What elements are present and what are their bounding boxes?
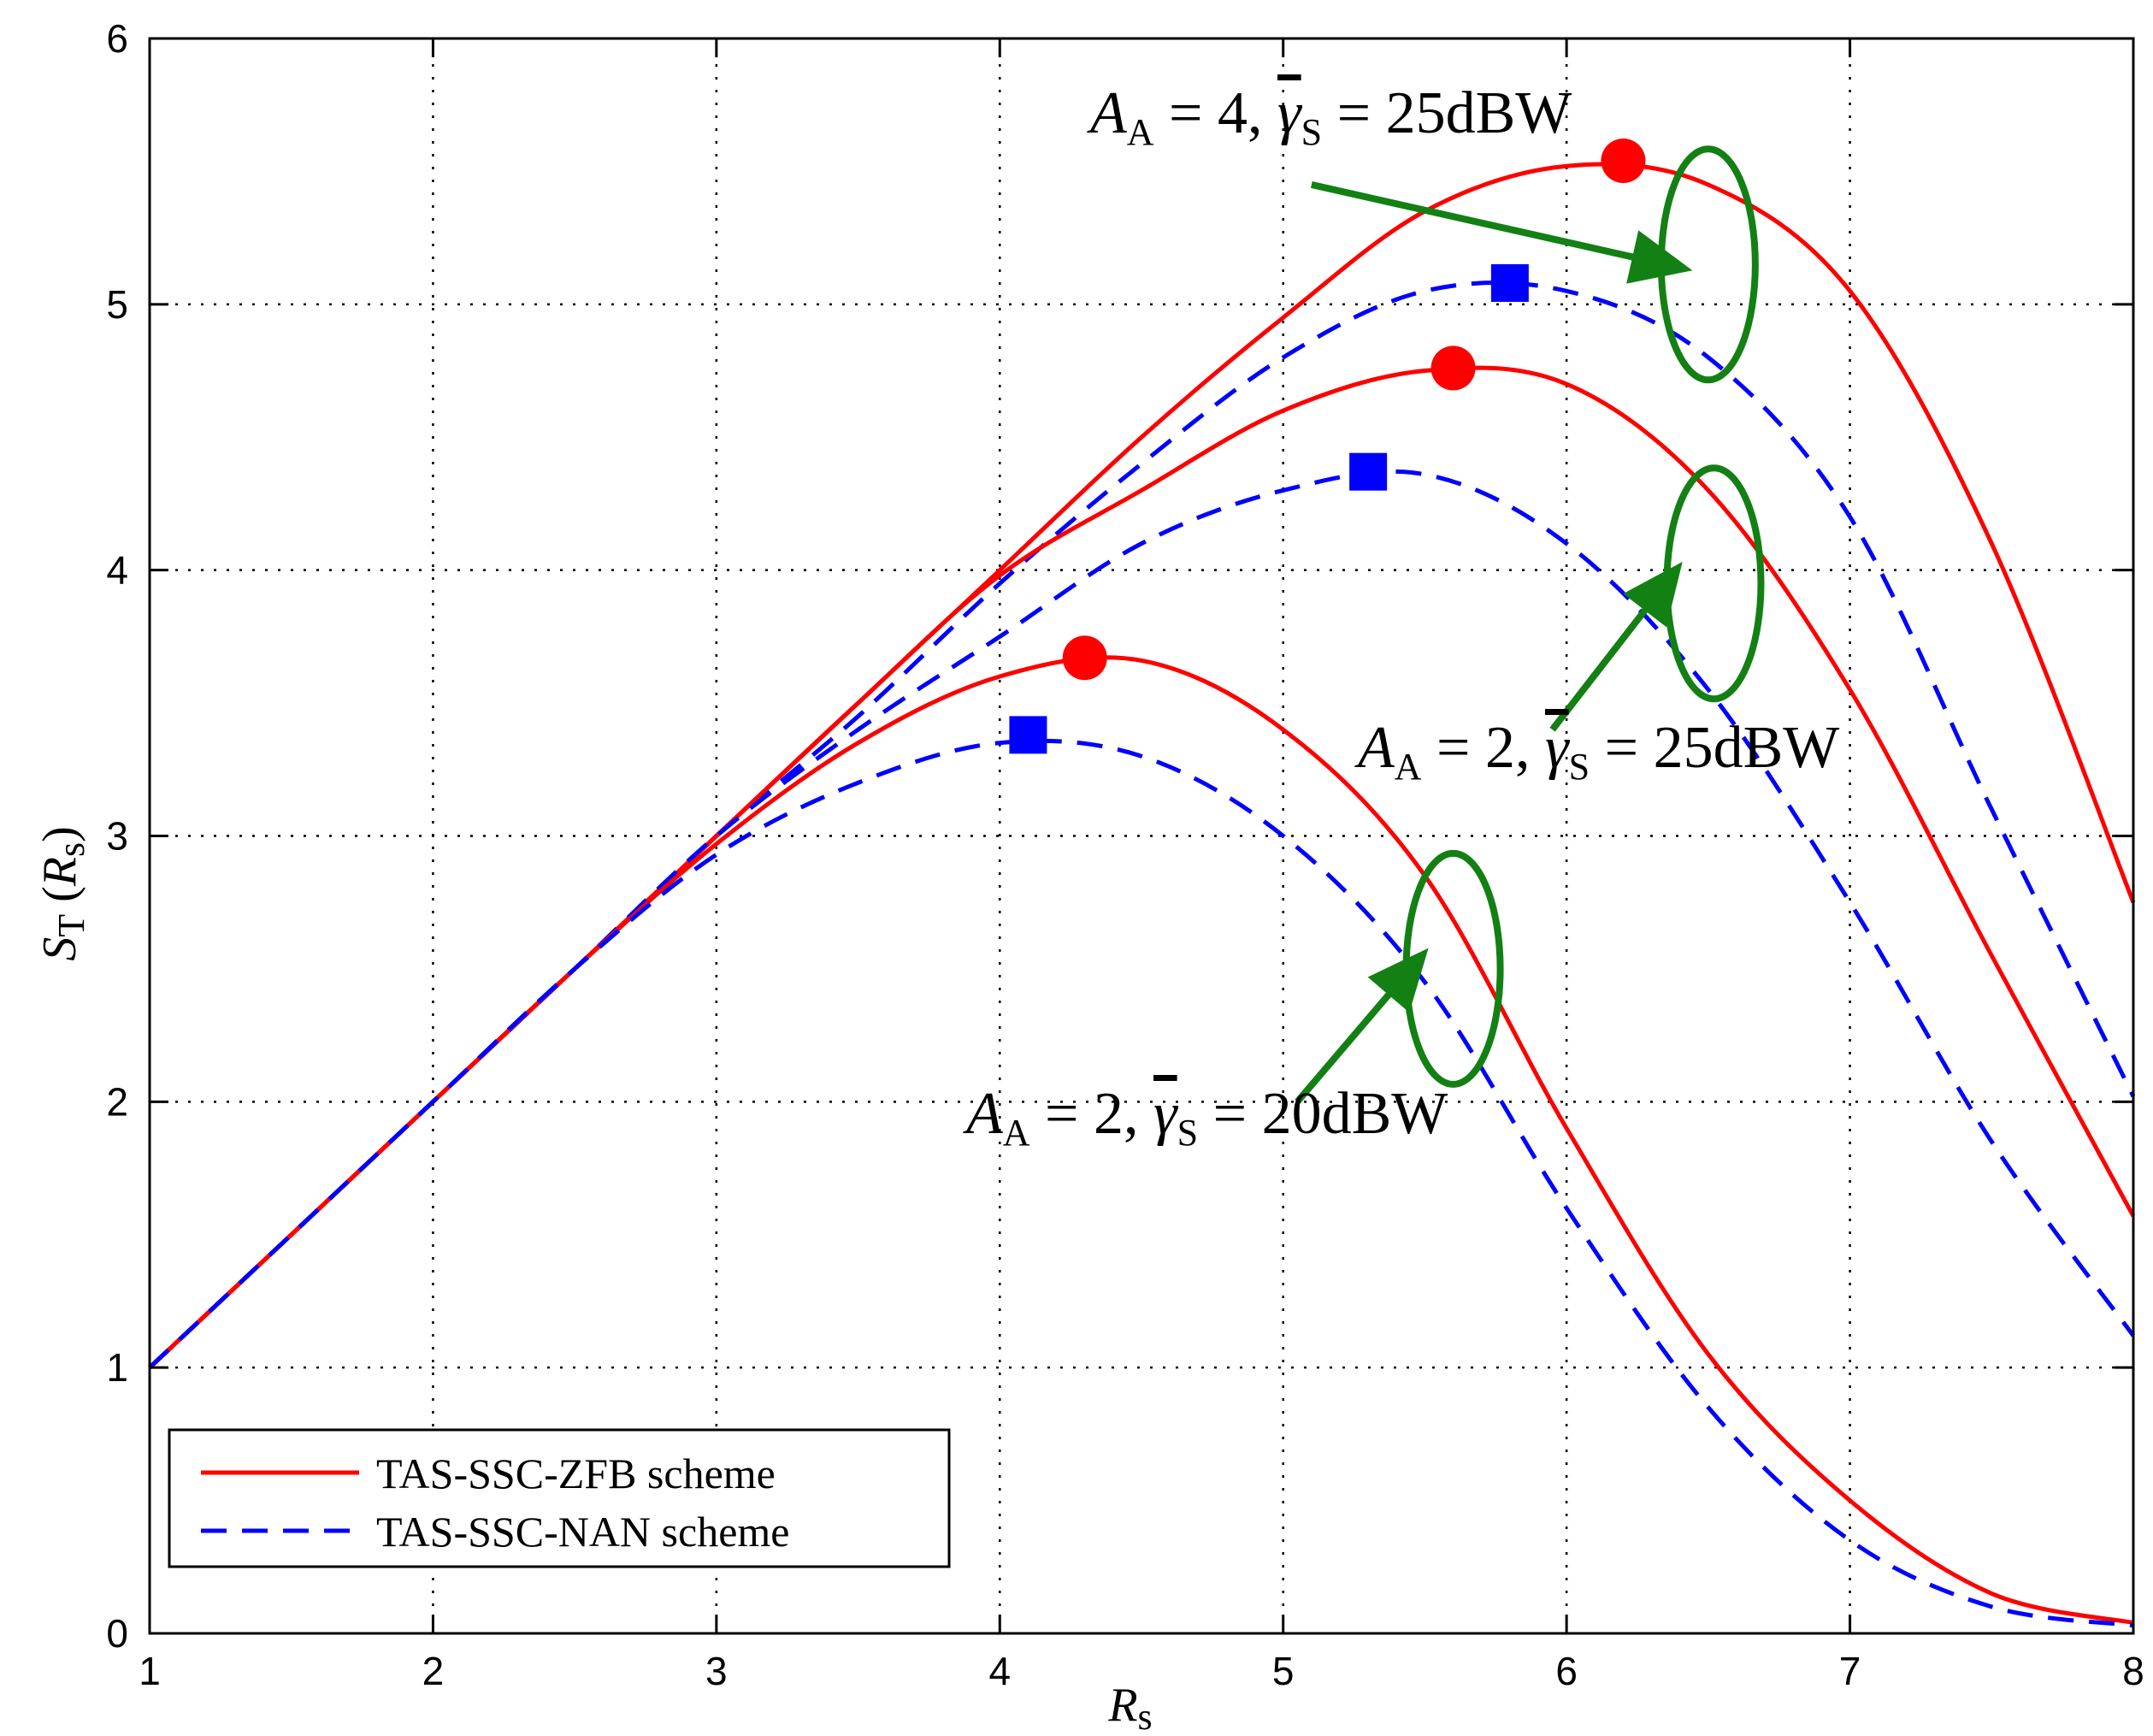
series-group [148, 162, 2136, 1628]
x-axis-title-sub: s [1138, 1696, 1153, 1736]
peak-marker-circle-0 [1601, 138, 1646, 183]
g3-a-sub: A [1003, 1112, 1030, 1154]
peak-marker-square-5 [1009, 716, 1047, 754]
g2-a-sub: A [1395, 746, 1422, 788]
g1-a-sub: A [1127, 111, 1154, 153]
y-tick-label-2: 2 [106, 1079, 128, 1124]
plot-background [150, 38, 2133, 1633]
peak-markers [1009, 138, 1646, 754]
x-axis-title-main: R [1107, 1679, 1137, 1732]
x-tick-label-4: 4 [988, 1649, 1011, 1693]
y-axis-title: ST (Rs) [33, 826, 92, 961]
g3-gamma-sub: S [1177, 1112, 1198, 1154]
legend: TAS-SSC-ZFB scheme TAS-SSC-NAN scheme [168, 1428, 951, 1568]
x-tick-label-8: 8 [2122, 1649, 2144, 1693]
peak-marker-circle-4 [1062, 635, 1107, 681]
x-tick-label-1: 1 [139, 1649, 161, 1693]
g2-tail: = 25dBW [1590, 715, 1839, 781]
x-axis-title: Rs [1107, 1679, 1152, 1736]
y-tick-label-6: 6 [106, 16, 128, 61]
y-tick-labels: 0 1 2 3 4 5 6 [106, 16, 128, 1656]
g3-tail: = 20dBW [1198, 1081, 1448, 1147]
x-tick-label-3: 3 [705, 1649, 728, 1693]
peak-marker-square-3 [1349, 452, 1388, 491]
y-axis-title-open: ( [33, 886, 86, 914]
y-tick-label-5: 5 [106, 282, 128, 327]
g3-gamma: γ [1153, 1081, 1179, 1147]
g3-a: A [963, 1081, 1003, 1147]
series-line-5 [148, 738, 2134, 1628]
x-tick-labels: 1 2 3 4 5 6 7 8 [139, 1649, 2144, 1693]
annotation-label-g1: AA = 4, γS = 25dBW [1087, 80, 1572, 153]
annotation-arrow-g3 [1295, 948, 1429, 1104]
x-tick-label-6: 6 [1555, 1649, 1578, 1693]
g2-mid: = 2, [1422, 715, 1545, 781]
legend-label-zfb: TAS-SSC-ZFB scheme [376, 1450, 776, 1497]
g1-mid: = 4, [1154, 80, 1277, 146]
y-tick-label-0: 0 [106, 1611, 128, 1656]
annotation-arrow-g1 [1310, 181, 1693, 284]
legend-box [168, 1428, 951, 1568]
peak-marker-circle-2 [1430, 345, 1476, 391]
g3-mid: = 2, [1030, 1081, 1153, 1147]
y-axis-title-arg: R [33, 857, 86, 887]
y-tick-label-4: 4 [106, 548, 128, 593]
y-axis-title-close: ) [33, 826, 86, 842]
y-axis-title-sub: T [50, 914, 92, 937]
annotation-arrow-g2 [1549, 561, 1683, 732]
axis-ticks [148, 37, 2135, 1635]
series-line-3 [148, 469, 2136, 1370]
y-tick-label-3: 3 [106, 814, 128, 859]
g2-gamma-sub: S [1569, 746, 1590, 788]
g2-gamma: γ [1545, 715, 1571, 781]
x-tick-label-2: 2 [422, 1649, 445, 1693]
g2-a: A [1354, 715, 1395, 781]
g1-gamma: γ [1277, 80, 1303, 146]
annotation-label-g3: AA = 2, γS = 20dBW [963, 1081, 1448, 1154]
x-tick-label-7: 7 [1839, 1649, 1861, 1693]
annotation-label-g2: AA = 2, γS = 25dBW [1354, 715, 1839, 788]
y-tick-label-1: 1 [106, 1345, 128, 1390]
peak-marker-square-1 [1490, 263, 1529, 302]
legend-label-nan: TAS-SSC-NAN scheme [376, 1508, 789, 1556]
y-axis-title-main: S [33, 937, 86, 961]
y-axis-title-arg-sub: s [50, 842, 92, 857]
annotations-group [1295, 145, 1765, 1104]
x-tick-label-5: 5 [1272, 1649, 1295, 1693]
g1-a: A [1087, 80, 1127, 146]
g1-gamma-sub: S [1301, 111, 1322, 153]
series-line-4 [148, 655, 2134, 1626]
g1-tail: = 25dBW [1322, 80, 1572, 146]
